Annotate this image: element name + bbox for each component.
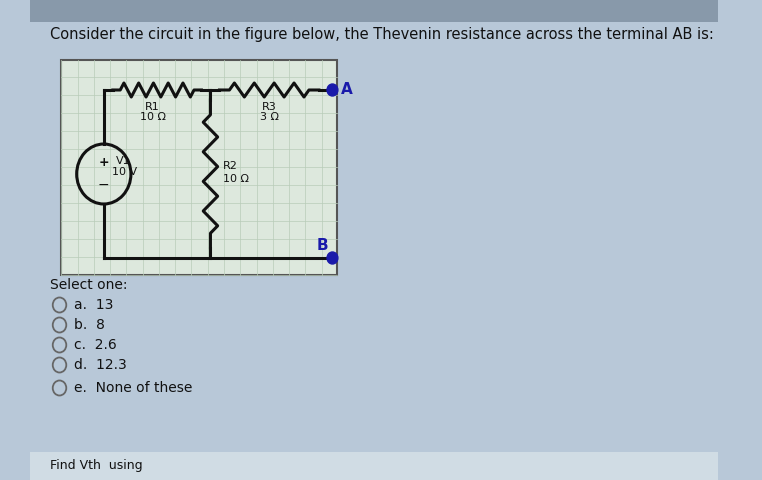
FancyBboxPatch shape [30,0,719,22]
Circle shape [327,252,338,264]
Text: A: A [341,83,352,97]
Text: a.  13: a. 13 [74,298,114,312]
Text: R1: R1 [146,102,160,112]
Text: R2: R2 [223,161,238,171]
Text: c.  2.6: c. 2.6 [74,338,117,352]
Text: Select one:: Select one: [50,278,127,292]
FancyBboxPatch shape [30,452,719,480]
Text: V1: V1 [116,156,130,166]
Text: +: + [98,156,109,169]
Text: d.  12.3: d. 12.3 [74,358,126,372]
Text: Find Vth  using: Find Vth using [50,459,142,472]
Text: b.  8: b. 8 [74,318,105,332]
Text: R3: R3 [262,102,277,112]
Text: 10 Ω: 10 Ω [139,112,165,122]
Text: 10 V: 10 V [112,167,137,177]
Text: 10 Ω: 10 Ω [223,174,249,184]
Text: 3 Ω: 3 Ω [260,112,279,122]
Text: −: − [98,178,110,192]
Text: e.  None of these: e. None of these [74,381,192,395]
Text: Consider the circuit in the figure below, the Thevenin resistance across the ter: Consider the circuit in the figure below… [50,27,714,43]
FancyBboxPatch shape [61,60,337,275]
Circle shape [327,84,338,96]
Text: B: B [316,239,328,253]
